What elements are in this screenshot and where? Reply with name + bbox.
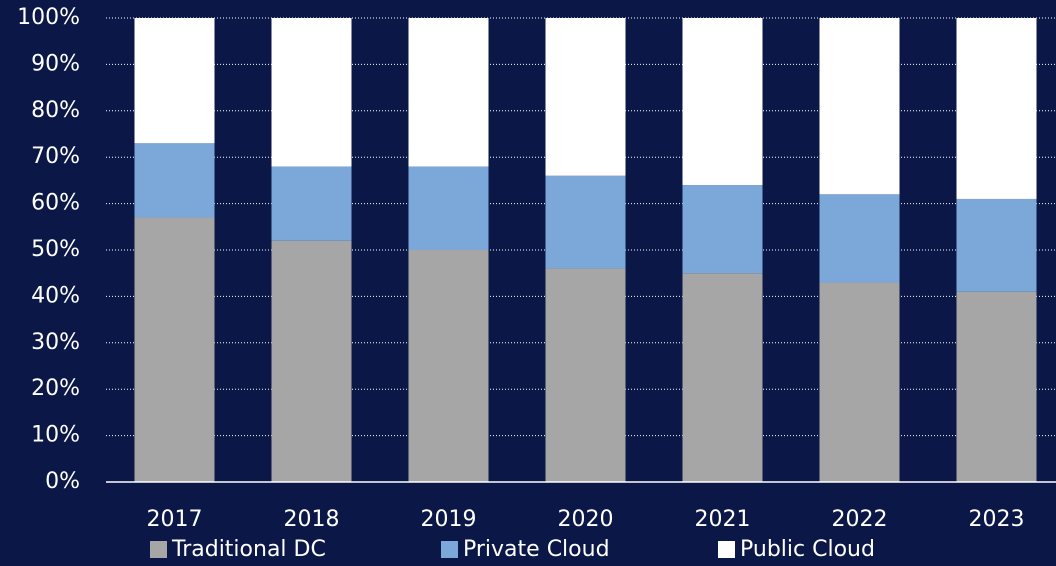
bar-segment xyxy=(134,143,215,218)
y-tick-label: 100% xyxy=(17,5,80,30)
y-tick-label: 20% xyxy=(31,376,80,401)
bar-segment xyxy=(819,18,900,195)
bar-segment xyxy=(134,18,215,144)
y-tick-label: 30% xyxy=(31,330,80,355)
bar-segment xyxy=(819,282,900,482)
bar-segment xyxy=(134,217,215,482)
x-tick-label: 2021 xyxy=(695,507,751,532)
bar-segment xyxy=(271,18,352,167)
bar-segment xyxy=(545,18,626,176)
y-tick-label: 90% xyxy=(31,51,80,76)
bar-segment xyxy=(408,166,489,250)
y-tick-label: 60% xyxy=(31,191,80,216)
bar-segment xyxy=(956,198,1037,292)
y-tick-label: 80% xyxy=(31,98,80,123)
y-tick-label: 0% xyxy=(45,469,80,494)
legend-swatch xyxy=(150,541,167,558)
bar-segment xyxy=(682,273,763,482)
x-tick-label: 2020 xyxy=(558,507,614,532)
bar-segment xyxy=(956,291,1037,482)
bar-segment xyxy=(271,166,352,241)
legend-label: Public Cloud xyxy=(740,537,875,562)
bar-segment xyxy=(408,250,489,482)
bar-segment xyxy=(408,18,489,167)
legend-label: Private Cloud xyxy=(463,537,610,562)
bar-segment xyxy=(545,175,626,269)
y-tick-label: 40% xyxy=(31,283,80,308)
y-tick-label: 70% xyxy=(31,144,80,169)
x-tick-label: 2018 xyxy=(284,507,340,532)
x-tick-label: 2019 xyxy=(421,507,477,532)
bar-segment xyxy=(682,185,763,274)
x-tick-label: 2023 xyxy=(969,507,1025,532)
legend-swatch xyxy=(718,541,735,558)
bar-segment xyxy=(956,18,1037,199)
bar-segment xyxy=(819,194,900,283)
y-tick-label: 50% xyxy=(31,237,80,262)
legend-label: Traditional DC xyxy=(171,537,326,562)
bar-segment xyxy=(271,240,352,482)
bar-segment xyxy=(545,268,626,482)
x-tick-label: 2022 xyxy=(832,507,888,532)
x-tick-label: 2017 xyxy=(147,507,203,532)
legend-swatch xyxy=(441,541,458,558)
bar-segment xyxy=(682,18,763,186)
y-tick-label: 10% xyxy=(31,423,80,448)
